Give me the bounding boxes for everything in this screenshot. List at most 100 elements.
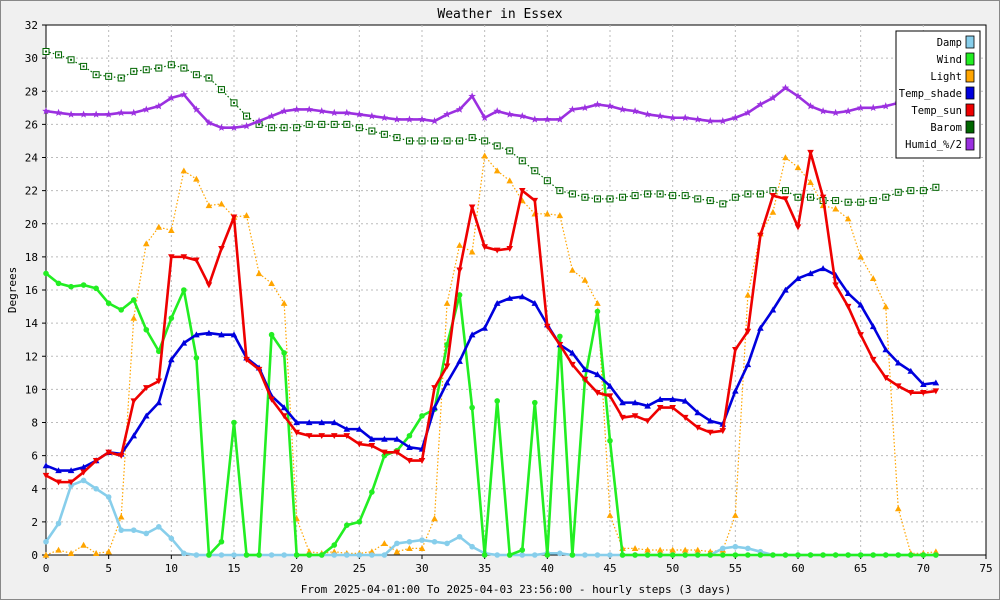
data-point-temp-shade xyxy=(481,324,488,331)
data-point-temp-shade xyxy=(130,432,138,439)
data-point-light xyxy=(644,546,651,553)
data-point-light xyxy=(493,167,501,174)
data-point-wind xyxy=(494,398,501,404)
data-point-wind xyxy=(644,552,651,558)
data-point-temp-sun xyxy=(656,404,664,411)
data-point-wind xyxy=(281,350,287,356)
data-point-damp xyxy=(130,527,137,533)
data-point-barom-core xyxy=(659,192,662,195)
data-point-wind xyxy=(920,552,927,558)
data-point-temp-shade xyxy=(218,331,225,338)
data-point-wind xyxy=(632,552,638,558)
data-point-light xyxy=(456,241,463,248)
data-point-temp-shade xyxy=(782,286,789,293)
data-point-barom-core xyxy=(621,196,624,199)
data-point-temp-shade xyxy=(681,397,689,404)
data-point-light xyxy=(669,546,676,553)
data-point-temp-shade xyxy=(142,412,150,419)
data-point-damp xyxy=(68,482,74,489)
x-tick-label: 25 xyxy=(353,562,366,575)
data-point-wind xyxy=(181,287,187,293)
data-point-humid-2 xyxy=(67,110,75,118)
data-point-barom-core xyxy=(596,197,599,200)
data-point-damp xyxy=(444,540,450,547)
data-point-humid-2 xyxy=(242,122,251,130)
data-point-barom-core xyxy=(258,123,261,126)
data-point-humid-2 xyxy=(180,90,188,98)
x-tick-label: 35 xyxy=(478,562,491,575)
x-tick-label: 10 xyxy=(165,562,178,575)
data-point-humid-2 xyxy=(117,108,125,117)
data-point-temp-shade xyxy=(456,357,463,364)
data-point-barom-core xyxy=(182,67,185,70)
data-point-barom-core xyxy=(107,75,110,78)
data-point-wind xyxy=(845,552,851,558)
data-point-barom-core xyxy=(646,192,649,195)
data-point-temp-shade xyxy=(431,404,438,411)
data-point-barom-core xyxy=(609,197,611,200)
y-axis-label: Degrees xyxy=(6,267,19,313)
data-point-temp-sun xyxy=(518,187,526,194)
data-point-wind xyxy=(669,552,676,558)
data-point-barom-core xyxy=(195,73,198,76)
x-tick-label: 65 xyxy=(854,562,867,575)
data-point-light xyxy=(117,513,125,520)
data-point-light xyxy=(594,299,601,306)
data-point-wind xyxy=(481,552,488,558)
data-point-barom-core xyxy=(834,199,837,202)
data-point-temp-sun xyxy=(418,457,426,464)
data-point-damp xyxy=(745,545,751,552)
data-point-humid-2 xyxy=(806,102,815,110)
data-point-light xyxy=(67,550,75,556)
data-point-barom-core xyxy=(709,199,712,202)
y-tick-label: 4 xyxy=(31,483,38,496)
data-point-humid-2 xyxy=(205,118,213,126)
data-point-temp-sun xyxy=(393,449,401,456)
data-point-temp-sun xyxy=(293,429,300,436)
data-point-barom-core xyxy=(759,192,762,195)
data-point-temp-shade xyxy=(656,396,664,402)
data-point-wind xyxy=(594,308,601,315)
data-point-damp xyxy=(431,538,438,545)
data-point-humid-2 xyxy=(706,117,715,125)
data-point-barom-core xyxy=(696,197,699,200)
data-point-barom-core xyxy=(471,136,474,139)
data-point-damp xyxy=(469,543,475,550)
data-point-barom-core xyxy=(496,144,499,147)
data-point-humid-2 xyxy=(781,83,790,92)
data-point-wind xyxy=(193,355,200,361)
data-point-wind xyxy=(55,280,62,287)
data-point-light xyxy=(155,223,163,230)
data-point-temp-shade xyxy=(619,399,626,406)
data-point-temp-shade xyxy=(669,396,676,402)
legend-label-temp-sun: Temp_sun xyxy=(911,105,962,117)
data-point-temp-sun xyxy=(456,267,463,274)
data-point-temp-shade xyxy=(80,463,87,470)
data-point-temp-shade xyxy=(894,359,902,366)
data-point-humid-2 xyxy=(869,103,877,112)
data-point-damp xyxy=(557,550,563,557)
data-point-light xyxy=(381,540,388,547)
data-point-humid-2 xyxy=(681,113,689,121)
data-point-humid-2 xyxy=(192,105,201,113)
data-point-temp-sun xyxy=(744,328,752,335)
data-point-temp-sun xyxy=(105,449,112,456)
data-point-temp-sun xyxy=(468,204,476,211)
data-point-light xyxy=(506,177,514,184)
data-point-temp-shade xyxy=(569,349,576,356)
data-point-humid-2 xyxy=(129,108,138,117)
data-point-barom-core xyxy=(809,196,812,199)
data-point-wind xyxy=(143,326,150,333)
data-point-temp-sun xyxy=(481,244,488,251)
data-point-light xyxy=(681,546,689,553)
data-point-wind xyxy=(857,552,864,558)
data-point-wind xyxy=(130,297,137,303)
data-point-damp xyxy=(394,540,400,547)
data-point-barom-core xyxy=(634,194,637,197)
data-point-temp-sun xyxy=(569,361,576,368)
data-point-humid-2 xyxy=(593,100,602,108)
series-temp-shade xyxy=(42,265,940,474)
x-tick-label: 15 xyxy=(227,562,240,575)
data-point-humid-2 xyxy=(518,112,527,120)
data-point-wind xyxy=(544,552,551,558)
